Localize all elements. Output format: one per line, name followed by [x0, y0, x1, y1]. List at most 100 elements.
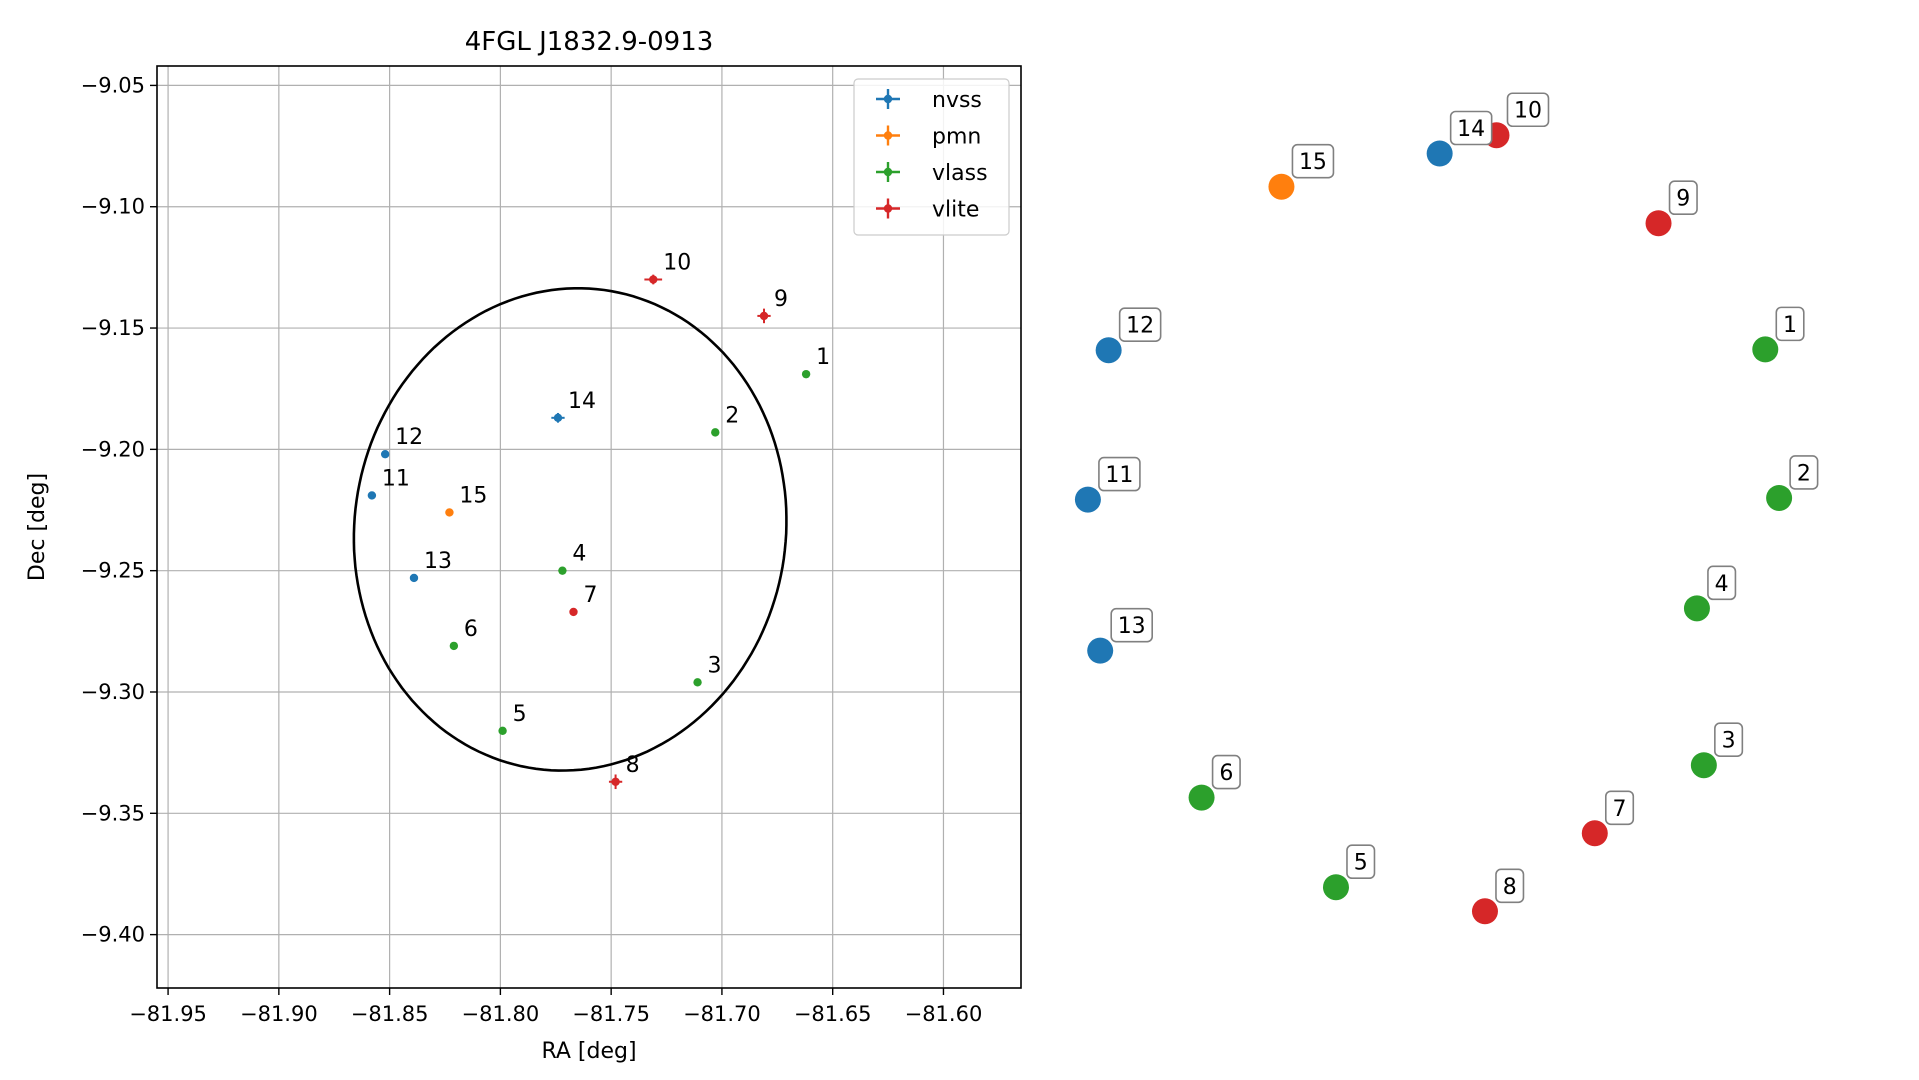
grid-lines: [157, 66, 1021, 988]
layout-node: 7: [1581, 790, 1635, 847]
layout-label: 15: [1299, 150, 1327, 175]
layout-node: 8: [1471, 868, 1525, 925]
layout-label: 9: [1676, 187, 1690, 212]
y-tick-label: −9.15: [81, 316, 145, 340]
layout-label: 4: [1715, 572, 1729, 597]
source-marker-nvss: [367, 491, 377, 500]
layout-label-box: [1506, 92, 1550, 128]
layout-label-box: [1449, 110, 1493, 146]
layout-label: 12: [1126, 314, 1154, 339]
layout-marker: [1683, 595, 1710, 622]
layout-label: 10: [1514, 99, 1542, 124]
layout-marker: [1426, 140, 1453, 167]
layout-marker: [1087, 637, 1114, 664]
source-label: 12: [395, 425, 423, 450]
legend-marker-dot: [883, 94, 893, 104]
layout-label: 13: [1118, 614, 1146, 639]
error-ellipse-path: [352, 287, 788, 772]
x-tick-label: −81.95: [129, 1002, 207, 1026]
x-tick-label: −81.60: [905, 1002, 983, 1026]
error-ellipse: [352, 287, 788, 772]
legend-entry-vlite: vlite: [932, 198, 979, 223]
source-marker-vlite: [649, 275, 658, 284]
layout-label-box: [1789, 455, 1819, 490]
y-tick-label: −9.20: [81, 437, 145, 461]
source-marker-nvss: [380, 450, 390, 459]
layout-label: 1: [1783, 313, 1797, 338]
layout-node: 3: [1690, 722, 1744, 779]
source-label: 10: [663, 251, 691, 276]
source-marker-nvss: [409, 573, 419, 583]
legend-entry-nvss: nvss: [932, 88, 982, 113]
layout-label: 6: [1219, 761, 1233, 786]
source-markers: [367, 274, 811, 790]
layout-marker: [1581, 820, 1608, 847]
x-tick-label: −81.75: [572, 1002, 650, 1026]
legend-marker-dot: [883, 131, 893, 140]
source-marker-vlass: [693, 678, 702, 687]
source-label: 13: [424, 549, 452, 574]
layout-marker: [1690, 752, 1717, 779]
layout-label-box: [1495, 868, 1525, 904]
layout-node: 13: [1087, 607, 1153, 664]
layout-label-box: [1118, 307, 1162, 343]
layout-node: 11: [1074, 456, 1141, 513]
source-label: 14: [568, 389, 596, 414]
source-marker-vlass: [711, 428, 720, 437]
layout-label-box: [1604, 790, 1635, 826]
legend-box: [853, 78, 1010, 236]
layout-node: 1: [1752, 306, 1805, 363]
source-marker-vlite: [759, 311, 769, 321]
layout-label: 2: [1797, 461, 1811, 486]
layout-node: 6: [1188, 754, 1241, 811]
source-label: 8: [626, 753, 640, 778]
legend: nvss pmn vlass vlite: [853, 78, 1010, 236]
legend-marker-dot: [883, 167, 893, 177]
x-tick-label: −81.90: [240, 1002, 318, 1026]
layout-node: 2: [1766, 455, 1819, 511]
source-label: 9: [774, 287, 788, 312]
source-label: 6: [464, 617, 478, 642]
layout-label: 11: [1105, 463, 1133, 488]
layout-label-box: [1291, 143, 1335, 179]
y-axis-ticks: −9.05 −9.10 −9.15 −9.20 −9.25 −9.30 −9.35 −9.40: [81, 73, 157, 947]
layout-marker: [1766, 484, 1793, 511]
y-axis-label: Dec [deg]: [25, 473, 50, 581]
source-marker-vlite: [569, 607, 578, 617]
source-marker-pmn: [445, 508, 454, 517]
layout-marker: [1095, 337, 1122, 364]
layout-marker: [1322, 874, 1349, 901]
source-marker-vlite: [611, 777, 620, 786]
source-marker-vlass: [801, 369, 811, 379]
y-tick-label: −9.25: [81, 559, 145, 583]
y-tick-label: −9.40: [81, 923, 145, 947]
chart-title: 4FGL J1832.9-0913: [465, 27, 714, 57]
layout-node: 15: [1268, 143, 1335, 200]
x-tick-label: −81.80: [462, 1002, 540, 1026]
x-tick-label: −81.65: [794, 1002, 872, 1026]
source-label: 11: [382, 466, 410, 491]
y-tick-label: −9.05: [81, 73, 145, 97]
source-label: 3: [708, 653, 722, 678]
layout-label: 3: [1722, 729, 1736, 754]
layout-node: 10: [1483, 92, 1550, 149]
legend-marker-dot: [883, 204, 893, 213]
layout-marker: [1268, 173, 1295, 200]
y-tick-label: −9.35: [81, 801, 145, 825]
source-marker-vlass: [498, 726, 507, 736]
layout-node: 12: [1095, 307, 1162, 364]
layout-label-box: [1714, 722, 1744, 758]
layout-marker: [1471, 898, 1498, 925]
x-tick-label: −81.85: [351, 1002, 429, 1026]
layout-node: 9: [1645, 180, 1698, 237]
layout-marker: [1074, 486, 1101, 513]
layout-marker: [1752, 336, 1779, 363]
source-label: 1: [816, 345, 830, 370]
source-label: 5: [513, 702, 527, 727]
source-label: 2: [725, 403, 739, 428]
source-marker-vlass: [449, 641, 459, 651]
layout-label: 14: [1457, 117, 1485, 142]
